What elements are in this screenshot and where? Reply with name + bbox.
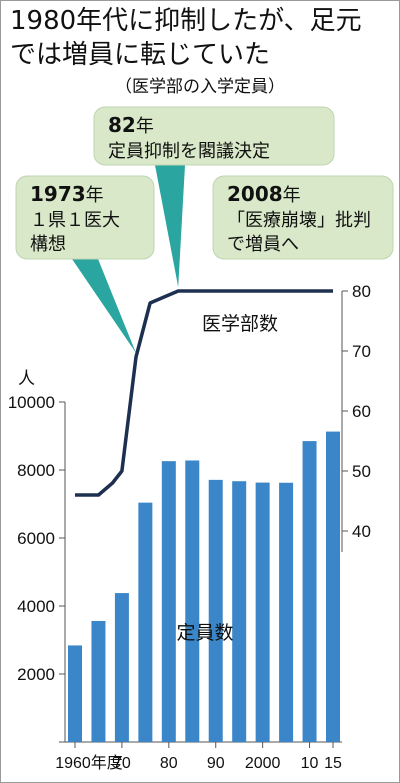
callout-line: で増員へ <box>227 234 299 255</box>
left-tick-label: 8000 <box>17 461 55 480</box>
bar-series-label: 定員数 <box>176 622 233 644</box>
callout-box <box>93 106 335 166</box>
left-tick-label: 2000 <box>17 665 55 684</box>
chart-subtitle: （医学部の入学定員） <box>115 77 285 97</box>
right-tick-label: 70 <box>352 342 371 361</box>
bar <box>255 482 270 742</box>
x-tick-label: 15 <box>324 755 342 772</box>
callout-box <box>15 175 155 260</box>
callout-line: 定員抑制を閣議決定 <box>108 141 270 162</box>
callout-year-suffix: 年 <box>136 116 154 137</box>
bar <box>326 431 340 742</box>
callout-line: 「医療崩壊」批判 <box>227 210 371 231</box>
x-tick-label: 2000 <box>245 755 281 772</box>
bar <box>185 460 200 742</box>
callout-heading: 82年 <box>108 113 154 137</box>
left-tick-label: 4000 <box>17 597 55 616</box>
title-line-1: 1980年代に抑制したが、足元 <box>10 6 362 36</box>
right-tick-label: 40 <box>352 522 371 541</box>
bar <box>232 481 247 742</box>
bar <box>114 593 129 742</box>
chart-title: 1980年代に抑制したが、足元 では増員に転じていた <box>10 4 395 72</box>
bar <box>208 479 223 742</box>
line-series <box>75 289 333 497</box>
callout-heading: 2008年 <box>227 182 301 206</box>
callout-year-suffix: 年 <box>86 185 104 206</box>
callout-year: 82 <box>108 113 136 137</box>
bar <box>68 645 82 742</box>
x-tick-label: 70 <box>113 755 131 772</box>
callout-year-suffix: 年 <box>283 185 301 206</box>
callout-year: 2008 <box>227 182 283 206</box>
callout-heading: 1973年 <box>30 182 104 206</box>
bar <box>91 620 106 742</box>
x-tick-label: 90 <box>207 755 225 772</box>
callout-pointer <box>72 259 136 353</box>
x-tick-label: 80 <box>160 755 178 772</box>
right-tick-label: 60 <box>352 402 371 421</box>
bar <box>161 461 176 742</box>
x-tick-label: 1960年度 <box>55 754 123 772</box>
left-tick-label: 6000 <box>17 529 55 548</box>
bar <box>279 482 294 742</box>
right-tick-label: 50 <box>352 462 371 481</box>
callout-line: 構想 <box>30 234 66 255</box>
left-axis-unit: 人 <box>18 369 35 388</box>
callout-pointer <box>155 165 185 287</box>
title-line-2: では増員に転じていた <box>10 40 271 70</box>
bar <box>138 502 153 742</box>
left-tick-label: 10000 <box>8 393 55 412</box>
bar <box>302 441 317 742</box>
line-series-label: 医学部数 <box>202 313 278 335</box>
callout-box <box>212 175 394 260</box>
callout-line: １県１医大 <box>30 210 120 231</box>
x-tick-label: 10 <box>301 755 319 772</box>
right-tick-label: 80 <box>352 282 371 301</box>
callout-year: 1973 <box>30 182 86 206</box>
